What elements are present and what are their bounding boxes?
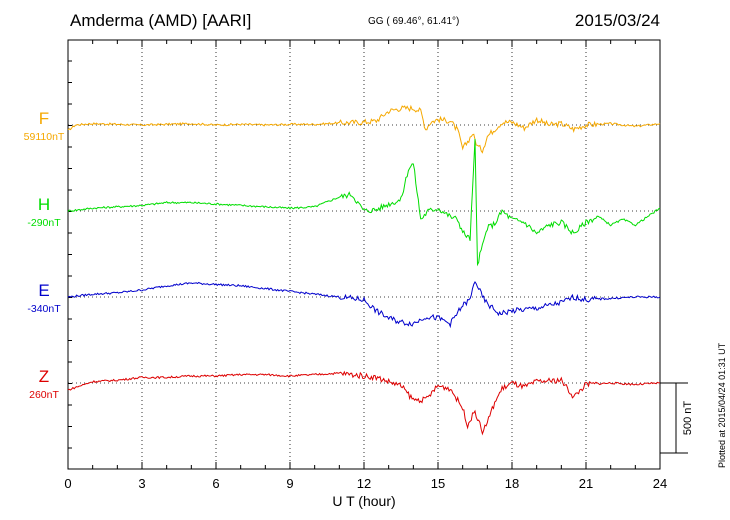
series-trace-e xyxy=(67,281,661,329)
x-axis-label: U T (hour) xyxy=(332,493,395,509)
x-tick-label: 24 xyxy=(653,476,667,491)
station-coordinates: GG ( 69.46°, 61.41°) xyxy=(368,16,460,27)
series-trace-z xyxy=(67,370,661,436)
series-baseline-label-z: 260nT xyxy=(29,389,59,401)
x-tick-label: 15 xyxy=(431,476,445,491)
scale-bar-label: 500 nT xyxy=(682,401,694,436)
series-trace-h xyxy=(67,138,661,267)
series-baseline-label-e: -340nT xyxy=(27,303,61,315)
station-title: Amderma (AMD) [AARI] xyxy=(70,11,252,30)
x-tick-label: 12 xyxy=(357,476,371,491)
x-tick-label: 18 xyxy=(505,476,519,491)
series-name-h: H xyxy=(38,195,50,214)
x-tick-label: 21 xyxy=(579,476,593,491)
plot-date: 2015/03/24 xyxy=(574,11,660,30)
x-tick-label: 9 xyxy=(286,476,293,491)
series-name-e: E xyxy=(38,281,49,300)
series-baseline-label-h: -290nT xyxy=(27,217,61,229)
x-tick-label: 6 xyxy=(212,476,219,491)
x-tick-label: 0 xyxy=(64,476,71,491)
series-name-f: F xyxy=(39,109,49,128)
series-trace-f xyxy=(67,104,661,154)
x-tick-label: 3 xyxy=(138,476,145,491)
series-name-z: Z xyxy=(39,367,49,386)
series-baseline-label-f: 59110nT xyxy=(24,131,65,143)
